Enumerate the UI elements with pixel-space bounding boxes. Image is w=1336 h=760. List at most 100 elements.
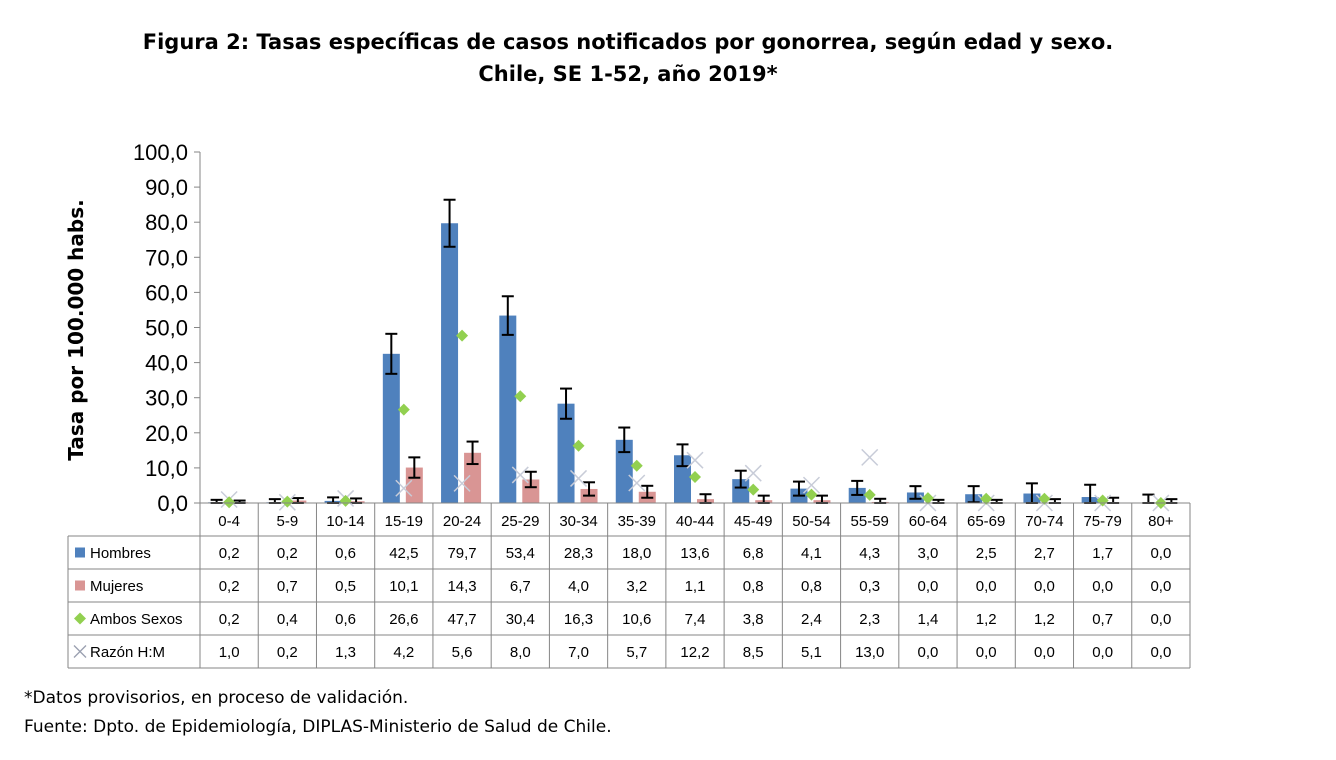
data-label: 8,5 — [743, 644, 764, 661]
data-label: 0,2 — [277, 545, 298, 562]
data-label: 1,7 — [1092, 545, 1113, 562]
bar-hombres — [382, 353, 400, 503]
marker-razon — [511, 466, 529, 484]
marker-razon — [569, 469, 588, 487]
x-tick-label: 45-49 — [734, 513, 772, 530]
legend-label: Hombres — [90, 545, 151, 562]
data-label: 13,6 — [680, 545, 709, 562]
legend-key — [74, 612, 86, 625]
data-label: 0,8 — [801, 578, 822, 595]
data-label: 18,0 — [622, 545, 651, 562]
y-tick-label: 70,0 — [145, 245, 188, 270]
footnote-provisional: *Datos provisorios, en proceso de valida… — [24, 688, 409, 708]
data-label: 28,3 — [564, 545, 593, 562]
data-label: 26,6 — [389, 611, 418, 628]
x-tick-label: 5-9 — [277, 513, 299, 530]
y-tick-label: 50,0 — [145, 316, 188, 341]
x-tick-label: 55-59 — [851, 513, 889, 530]
marker-ambos — [630, 459, 643, 472]
marker-ambos — [281, 495, 294, 508]
legend-label: Ambos Sexos — [90, 611, 183, 628]
marker-razon — [686, 451, 704, 469]
data-label: 1,2 — [976, 611, 997, 628]
data-label: 8,0 — [510, 644, 531, 661]
data-label: 0,2 — [219, 578, 240, 595]
data-label: 30,4 — [506, 611, 535, 628]
data-label: 7,0 — [568, 644, 589, 661]
data-label: 6,7 — [510, 578, 531, 595]
chart-title-line1: Figura 2: Tasas específicas de casos not… — [142, 30, 1114, 54]
data-label: 5,1 — [801, 644, 822, 661]
data-label: 2,7 — [1034, 545, 1055, 562]
marker-razon — [861, 448, 879, 466]
data-label: 0,2 — [219, 611, 240, 628]
x-tick-label: 75-79 — [1083, 513, 1121, 530]
data-label: 10,6 — [622, 611, 651, 628]
y-tick-label: 100,0 — [133, 140, 188, 165]
footnote-source: Fuente: Dpto. de Epidemiología, DIPLAS-M… — [24, 717, 612, 737]
marker-ambos — [514, 390, 527, 403]
x-tick-label: 30-34 — [559, 513, 597, 530]
x-tick-label: 25-29 — [501, 513, 539, 530]
data-label: 0,0 — [918, 578, 939, 595]
legend-key — [75, 580, 85, 591]
data-label: 0,0 — [1150, 644, 1171, 661]
marker-ambos — [397, 403, 410, 416]
data-label: 0,2 — [219, 545, 240, 562]
y-axis-title: Tasa por 100.000 habs. — [64, 199, 88, 460]
data-label: 1,2 — [1034, 611, 1055, 628]
x-tick-label: 50-54 — [792, 513, 830, 530]
data-label: 3,2 — [626, 578, 647, 595]
marker-ambos — [921, 492, 934, 505]
data-label: 1,4 — [918, 611, 939, 628]
y-tick-label: 80,0 — [145, 210, 188, 235]
x-tick-label: 40-44 — [676, 513, 714, 530]
chart: 0,0 10,0 20,0 30,0 40,0 50,0 60,0 70,0 80,0 90,0 1… — [64, 140, 1191, 669]
data-label: 2,3 — [859, 611, 880, 628]
data-label: 0,6 — [335, 611, 356, 628]
data-label: 0,0 — [1092, 578, 1113, 595]
y-tick-label: 30,0 — [145, 386, 188, 411]
data-label: 3,0 — [918, 545, 939, 562]
data-label: 10,1 — [389, 578, 418, 595]
data-label: 4,3 — [859, 545, 880, 562]
marker-razon — [802, 476, 821, 494]
data-label: 2,5 — [976, 545, 997, 562]
data-label: 53,4 — [506, 545, 535, 562]
legend-label: Razón H:M — [90, 644, 165, 661]
marker-razon — [628, 474, 646, 492]
marker-razon — [395, 479, 413, 497]
bar-hombres — [441, 223, 459, 504]
y-tick-label: 40,0 — [145, 351, 188, 376]
marker-ambos — [339, 494, 352, 507]
marker-ambos — [1038, 492, 1051, 505]
data-label: 4,2 — [393, 644, 414, 661]
data-label: 79,7 — [447, 545, 476, 562]
marker-ambos — [805, 488, 818, 501]
chart-title-line2: Chile, SE 1-52, año 2019* — [478, 62, 778, 86]
legend-key — [75, 547, 85, 558]
data-label: 0,0 — [976, 644, 997, 661]
x-tick-label: 10-14 — [326, 513, 364, 530]
y-tick-label: 90,0 — [145, 175, 188, 200]
data-label: 42,5 — [389, 545, 418, 562]
data-label: 16,3 — [564, 611, 593, 628]
legend-label: Mujeres — [90, 578, 143, 595]
x-tick-label: 80+ — [1148, 513, 1174, 530]
data-label: 5,7 — [626, 644, 647, 661]
y-tick-label: 10,0 — [145, 456, 188, 481]
y-tick-label: 60,0 — [145, 280, 188, 305]
x-tick-label: 70-74 — [1025, 513, 1063, 530]
data-label: 0,0 — [1034, 644, 1055, 661]
data-label: 0,6 — [335, 545, 356, 562]
data-label: 0,0 — [918, 644, 939, 661]
y-tick-label: 20,0 — [145, 421, 188, 446]
marker-ambos — [456, 329, 469, 342]
data-label: 1,0 — [219, 644, 240, 661]
marker-ambos — [689, 471, 701, 484]
x-tick-label: 20-24 — [443, 513, 481, 530]
data-label: 6,8 — [743, 545, 764, 562]
legend-key — [73, 645, 87, 658]
x-tick-label: 60-64 — [909, 513, 947, 530]
marker-razon — [453, 474, 471, 492]
